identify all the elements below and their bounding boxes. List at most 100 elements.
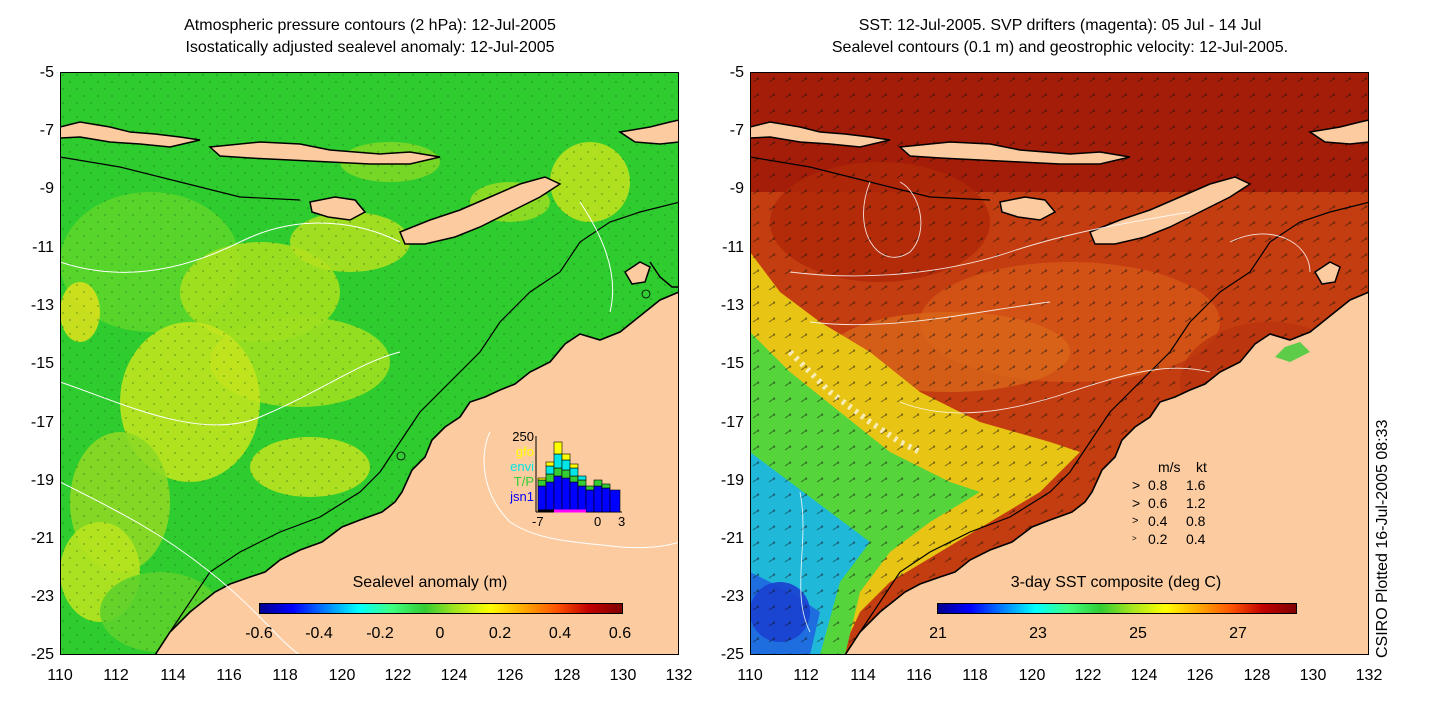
y-tick-label: -7 bbox=[39, 122, 54, 139]
right-australia-land bbox=[844, 291, 1369, 655]
left-australia-land bbox=[154, 291, 679, 655]
y-tick-label: -23 bbox=[720, 588, 744, 605]
velocity-legend: m/s kt >0.8 1.6 >0.6 1.2 >0.4 0.8 >0.2 0.4 bbox=[1132, 458, 1207, 548]
right-colorbar-label: 3-day SST composite (deg C) bbox=[1010, 574, 1222, 591]
left-pressure-contours bbox=[60, 201, 679, 655]
velocity-ms: 0.6 bbox=[1148, 495, 1168, 511]
left-island-north bbox=[618, 119, 679, 145]
x-tick-label: 110 bbox=[47, 667, 73, 684]
y-tick-label: -21 bbox=[720, 530, 744, 547]
velocity-kt: 1.2 bbox=[1186, 495, 1206, 511]
y-tick-label: -5 bbox=[39, 64, 54, 81]
y-tick-label: -9 bbox=[39, 180, 54, 197]
x-tick-label: 120 bbox=[1018, 667, 1046, 684]
left-station-marker bbox=[641, 289, 651, 299]
x-tick-label: 118 bbox=[272, 667, 298, 684]
x-tick-label: 116 bbox=[906, 667, 932, 684]
x-tick-label: 132 bbox=[665, 667, 693, 684]
inset-histogram bbox=[535, 436, 622, 513]
inset-legend-envi: envi bbox=[510, 459, 534, 474]
x-tick-label: 122 bbox=[1074, 667, 1102, 684]
inset-xtick: 0 bbox=[594, 514, 602, 529]
x-tick-label: 116 bbox=[216, 667, 242, 684]
left-island-tanimbar bbox=[623, 261, 651, 285]
left-island-flores bbox=[208, 141, 441, 165]
x-tick-label: 112 bbox=[103, 667, 129, 684]
inset-xtick: -7 bbox=[532, 514, 544, 529]
right-title-line2: Sealevel contours (0.1 m) and geostrophi… bbox=[831, 39, 1289, 56]
left-colorbar-tick: -0.6 bbox=[245, 625, 273, 642]
velocity-kt: 0.8 bbox=[1186, 513, 1206, 529]
y-tick-label: -13 bbox=[30, 297, 54, 314]
y-tick-label: -25 bbox=[30, 646, 54, 663]
x-tick-label: 118 bbox=[962, 667, 988, 684]
y-tick-label: -9 bbox=[729, 180, 744, 197]
y-tick-label: -25 bbox=[720, 646, 744, 663]
right-island-java bbox=[750, 121, 891, 148]
left-title-line1: Atmospheric pressure contours (2 hPa): 1… bbox=[184, 17, 556, 34]
arrow-icon: > bbox=[1132, 534, 1137, 543]
y-tick-label: -17 bbox=[30, 414, 54, 431]
x-tick-label: 126 bbox=[496, 667, 524, 684]
y-tick-label: -19 bbox=[720, 472, 744, 489]
left-colorbar-tick: -0.2 bbox=[366, 625, 394, 642]
x-tick-label: 126 bbox=[1186, 667, 1214, 684]
x-tick-label: 124 bbox=[1130, 667, 1158, 684]
left-colorbar-label: Sealevel anomaly (m) bbox=[352, 574, 508, 591]
y-tick-label: -17 bbox=[720, 414, 744, 431]
right-colorbar-tick: 23 bbox=[1029, 625, 1047, 642]
right-colorbar-tick: 21 bbox=[929, 625, 947, 642]
left-colorbar-tick: 0.2 bbox=[488, 625, 512, 642]
y-tick-label: -5 bbox=[729, 64, 744, 81]
right-sealevel-contours bbox=[789, 181, 1311, 633]
arrow-icon: > bbox=[1132, 477, 1141, 493]
right-map bbox=[750, 72, 1369, 655]
x-tick-label: 122 bbox=[384, 667, 412, 684]
y-tick-label: -13 bbox=[720, 297, 744, 314]
left-island-java bbox=[60, 121, 201, 148]
y-tick-label: -21 bbox=[30, 530, 54, 547]
left-title-line2: Isostatically adjusted sealevel anomaly:… bbox=[185, 39, 555, 56]
left-station-marker bbox=[396, 451, 406, 461]
right-island-north bbox=[1308, 119, 1369, 145]
x-tick-label: 110 bbox=[737, 667, 763, 684]
arrow-icon: > bbox=[1132, 495, 1141, 511]
plot-credit: CSIRO Plotted 16-Jul-2005 08:33 bbox=[1374, 419, 1391, 658]
right-colorbar-tick: 25 bbox=[1129, 625, 1147, 642]
right-title-line1: SST: 12-Jul-2005. SVP drifters (magenta)… bbox=[858, 17, 1262, 34]
inset-ymax-label: 250 bbox=[512, 429, 534, 444]
velocity-ms: 0.4 bbox=[1148, 513, 1168, 529]
right-island-sumba bbox=[999, 196, 1057, 221]
inset-legend-jsn1: jsn1 bbox=[510, 489, 534, 504]
inset-legend-gfo: gfo bbox=[515, 444, 534, 459]
velocity-ms: 0.2 bbox=[1148, 531, 1168, 547]
y-tick-label: -11 bbox=[722, 239, 744, 256]
x-tick-label: 120 bbox=[328, 667, 356, 684]
velocity-ms: 0.8 bbox=[1148, 477, 1168, 493]
x-tick-label: 130 bbox=[609, 667, 637, 684]
y-tick-label: -19 bbox=[30, 472, 54, 489]
x-tick-label: 124 bbox=[440, 667, 468, 684]
velocity-kt: 0.4 bbox=[1186, 531, 1206, 547]
x-tick-label: 128 bbox=[553, 667, 581, 684]
inset-legend: 250 gfo envi T/P jsn1 bbox=[478, 429, 534, 504]
x-tick-label: 114 bbox=[160, 667, 186, 684]
right-colorbar-tick: 27 bbox=[1229, 625, 1247, 642]
arrow-icon: > bbox=[1132, 515, 1139, 527]
left-colorbar-tick: 0.6 bbox=[608, 625, 632, 642]
x-tick-label: 114 bbox=[850, 667, 876, 684]
y-tick-label: -15 bbox=[30, 355, 54, 372]
left-map bbox=[60, 72, 679, 655]
x-tick-label: 132 bbox=[1355, 667, 1383, 684]
velocity-header-ms: m/s bbox=[1158, 459, 1181, 475]
left-colorbar bbox=[259, 603, 623, 614]
x-tick-label: 112 bbox=[793, 667, 819, 684]
left-island-timor bbox=[399, 176, 562, 245]
right-island-flores bbox=[898, 141, 1131, 165]
y-tick-label: -15 bbox=[720, 355, 744, 372]
y-tick-label: -23 bbox=[30, 588, 54, 605]
y-tick-label: -11 bbox=[32, 239, 54, 256]
velocity-kt: 1.6 bbox=[1186, 477, 1206, 493]
inset-legend-tp: T/P bbox=[513, 474, 534, 489]
inset-xtick: 3 bbox=[618, 514, 626, 529]
